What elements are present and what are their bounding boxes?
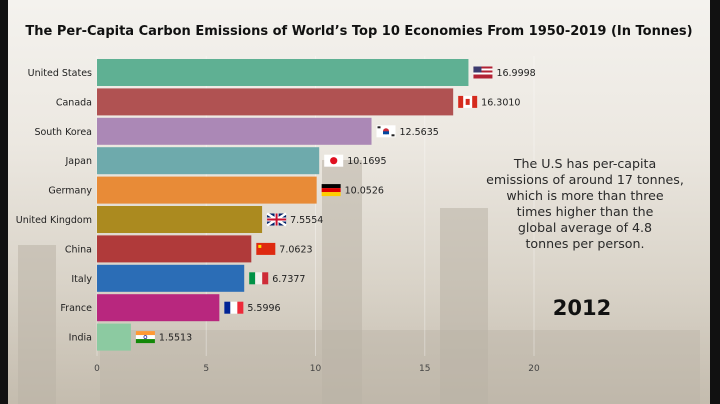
x-tick-label: 0 [94,364,100,374]
bar [97,294,220,322]
flag-part [267,218,287,221]
category-label: Japan [65,156,93,167]
flag-part [330,157,338,165]
value-label: 10.1695 [347,156,386,167]
value-label: 10.0526 [345,186,384,197]
category-label: India [69,333,92,344]
flag-part [230,301,238,314]
japan-flag-icon [324,154,344,167]
x-tick-label: 5 [203,364,209,374]
x-tick-label: 20 [528,364,540,374]
flag-part [258,244,262,248]
flag-part [224,301,231,314]
flag-part [135,335,155,340]
flag-part [473,76,493,79]
category-label: Germany [48,186,92,197]
value-label: 12.5635 [400,127,439,138]
right-border [710,0,720,404]
flag-part [473,70,493,73]
flag-part [237,301,244,314]
flag-part [383,131,390,135]
flag-part [321,184,341,189]
bar [97,264,245,292]
china-flag-icon [256,242,276,255]
category-label: Canada [56,97,92,108]
value-label: 7.5554 [290,215,323,226]
bar [97,206,263,233]
background-building [100,330,700,404]
x-tick-label: 10 [310,364,322,374]
france-flag-icon [224,301,244,314]
bar [97,147,320,175]
south-korea-flag-icon [376,125,396,138]
chart-title: The Per-Capita Carbon Emissions of World… [25,24,693,39]
annotation-line: emissions of around 17 tonnes, [486,172,684,187]
category-label: Italy [71,274,92,285]
flag-part [458,95,464,108]
value-label: 6.7377 [272,274,305,285]
bar [97,323,131,351]
left-border [0,0,8,404]
value-label: 1.5513 [159,333,192,344]
bar [97,59,469,86]
category-label: United States [28,68,92,79]
flag-part [135,339,155,344]
flag-part [377,126,381,129]
bar [97,88,454,116]
flag-part [249,272,256,285]
background-building [322,160,362,404]
bar [97,176,317,204]
flag-part [473,66,493,69]
flag-part [321,188,341,193]
flag-part [391,134,395,137]
flag-part [256,242,276,255]
category-label: South Korea [34,127,92,138]
category-label: United Kingdom [16,215,92,226]
flag-part [472,95,478,108]
background-building [18,245,56,404]
uk-flag-icon [266,212,287,227]
us-flag-icon [473,66,493,79]
germany-flag-icon [321,184,341,197]
annotation-line: times higher than the [516,204,654,219]
india-flag-icon [135,331,155,344]
flag-part [321,192,341,197]
bar [97,117,372,145]
flag-part [255,272,263,285]
x-tick-label: 15 [419,364,430,374]
flag-part [473,66,482,73]
value-label: 16.3010 [481,97,520,108]
category-label: China [65,244,92,255]
italy-flag-icon [249,272,269,285]
value-label: 16.9998 [496,68,535,79]
flag-part [135,331,155,336]
annotation-line: global average of 4.8 [517,220,653,235]
value-label: 5.5996 [247,303,280,314]
annotation: The U.S has per-capita emissions of arou… [478,156,692,252]
value-label: 7.0623 [279,244,312,255]
annotation-line: which is more than three [506,188,664,203]
flag-part [143,335,148,339]
canada-flag-icon [458,95,478,108]
annotation-line: The U.S has per-capita [513,156,657,171]
bar [97,235,252,263]
background-building [440,208,488,404]
flag-part [465,98,470,105]
flag-part [262,272,269,285]
category-label: France [60,303,92,314]
flag-part [473,74,493,77]
annotation-line: tonnes per person. [525,236,645,251]
year-label: 2012 [552,296,612,320]
